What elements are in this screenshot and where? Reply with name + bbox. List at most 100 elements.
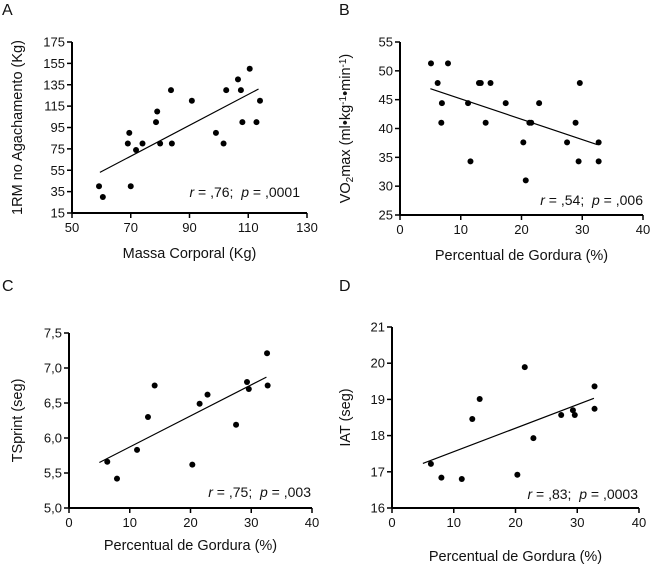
data-point <box>569 407 576 414</box>
data-point <box>153 119 160 126</box>
correlation-annotation: r = ,75; p = ,003 <box>208 484 311 500</box>
data-point <box>237 87 244 94</box>
x-tick-label: 30 <box>244 515 258 530</box>
panel-label: A <box>2 2 13 19</box>
data-point <box>233 421 240 428</box>
panel-b: B 25 30 35 40 45 50 55 0 10 20 30 40 Percentual de Go… <box>338 2 650 264</box>
data-point <box>188 97 195 104</box>
annotation-symbol: p <box>591 192 600 208</box>
annotation-value: = ,76; <box>194 184 233 200</box>
y-axis-label: VO2max (ml•kg-1•min-1) <box>338 54 356 204</box>
data-point <box>576 79 583 86</box>
panel-label: D <box>339 278 351 295</box>
data-point <box>144 414 151 420</box>
data-point <box>239 119 246 126</box>
data-point <box>104 458 111 465</box>
y-tick-label: 40 <box>379 121 393 136</box>
y-tick-label: 6,5 <box>44 396 62 411</box>
x-tick-label: 40 <box>305 515 319 530</box>
data-point <box>220 140 227 147</box>
x-tick-label: 30 <box>570 515 584 530</box>
y-tick-label: 16 <box>371 501 385 516</box>
correlation-annotation: r = ,83; p = ,0003 <box>527 486 638 502</box>
y-axis-label-part: -1 <box>338 95 349 104</box>
data-point <box>530 435 537 442</box>
x-tick-label: 110 <box>238 220 259 235</box>
data-point <box>482 119 489 126</box>
regression-line <box>99 376 267 464</box>
x-axis-label: Percentual de Gordura (%) <box>429 549 602 564</box>
data-point <box>96 183 103 190</box>
x-tick-label: 70 <box>124 220 138 235</box>
annotation-symbol: p <box>578 486 587 502</box>
y-tick-label: 5,5 <box>44 466 62 481</box>
data-point <box>245 386 252 392</box>
y-tick-label: 20 <box>371 356 385 371</box>
data-point <box>520 139 527 146</box>
annotation-value <box>252 484 260 500</box>
annotation-value <box>571 486 579 502</box>
y-tick-label: 35 <box>379 150 393 165</box>
y-tick-label: 25 <box>379 208 393 223</box>
y-tick-label: 17 <box>371 464 385 479</box>
correlation-annotation: r = ,76; p = ,0001 <box>189 184 300 200</box>
y-tick-label: 19 <box>371 392 385 407</box>
y-tick-label: 6,0 <box>44 431 62 446</box>
x-axis-label: Percentual de Gordura (%) <box>104 538 277 554</box>
data-point <box>438 119 445 126</box>
data-point <box>126 129 133 136</box>
annotation-value: = ,54; <box>545 192 584 208</box>
data-point <box>575 158 582 165</box>
data-point <box>438 100 445 107</box>
annotation-symbol: r <box>540 192 546 208</box>
regression-line <box>430 88 598 146</box>
x-tick-label: 10 <box>454 222 468 237</box>
panel-label: B <box>339 2 350 19</box>
x-tick-label: 40 <box>632 515 646 530</box>
x-tick-label: 0 <box>65 515 72 530</box>
data-point <box>253 119 260 126</box>
data-point <box>189 461 196 468</box>
y-tick-label: 21 <box>371 320 385 335</box>
data-point <box>151 382 158 389</box>
data-point <box>528 119 535 126</box>
data-point <box>212 129 219 136</box>
annotation-value <box>584 192 592 208</box>
data-point <box>127 183 134 190</box>
x-axis-label: Massa Corporal (Kg) <box>123 246 257 262</box>
y-axis-label-part: -1 <box>338 58 349 67</box>
x-tick-label: 130 <box>296 220 318 235</box>
data-point <box>113 475 120 482</box>
y-axis-label-part: max (ml•kg <box>338 105 354 177</box>
annotation-value: = ,75; <box>213 484 252 500</box>
x-tick-label: 10 <box>123 515 137 530</box>
data-point <box>167 87 174 94</box>
regression-line <box>99 88 259 173</box>
data-point <box>558 411 565 418</box>
data-point <box>223 87 230 94</box>
data-point <box>243 379 250 385</box>
annotation-symbol: r <box>189 184 195 200</box>
y-tick-label: 7,0 <box>44 361 62 376</box>
annotation-value: = ,83; <box>532 486 571 502</box>
data-point <box>204 391 211 398</box>
panel-a: A 15 35 55 75 95 115 135 155 175 50 70 90 110 130 Massa… <box>2 2 318 262</box>
y-tick-label: 115 <box>44 99 65 114</box>
data-point <box>139 140 146 147</box>
data-point <box>444 60 451 67</box>
data-point <box>264 350 271 357</box>
x-tick-label: 30 <box>575 222 589 237</box>
y-tick-label: 45 <box>379 92 393 107</box>
data-point <box>502 100 509 107</box>
y-tick-label: 15 <box>51 206 65 221</box>
panel-d: D 16 17 18 19 20 21 0 10 20 30 40 Percentual de Gord… <box>338 278 646 564</box>
data-point <box>521 364 528 371</box>
annotation-symbol: p <box>259 484 268 500</box>
data-point <box>572 119 579 126</box>
y-axis-label-part: VO <box>338 182 354 203</box>
y-tick-label: 175 <box>43 35 65 50</box>
x-tick-label: 0 <box>396 222 403 237</box>
data-point <box>124 140 131 147</box>
data-point <box>487 79 494 86</box>
